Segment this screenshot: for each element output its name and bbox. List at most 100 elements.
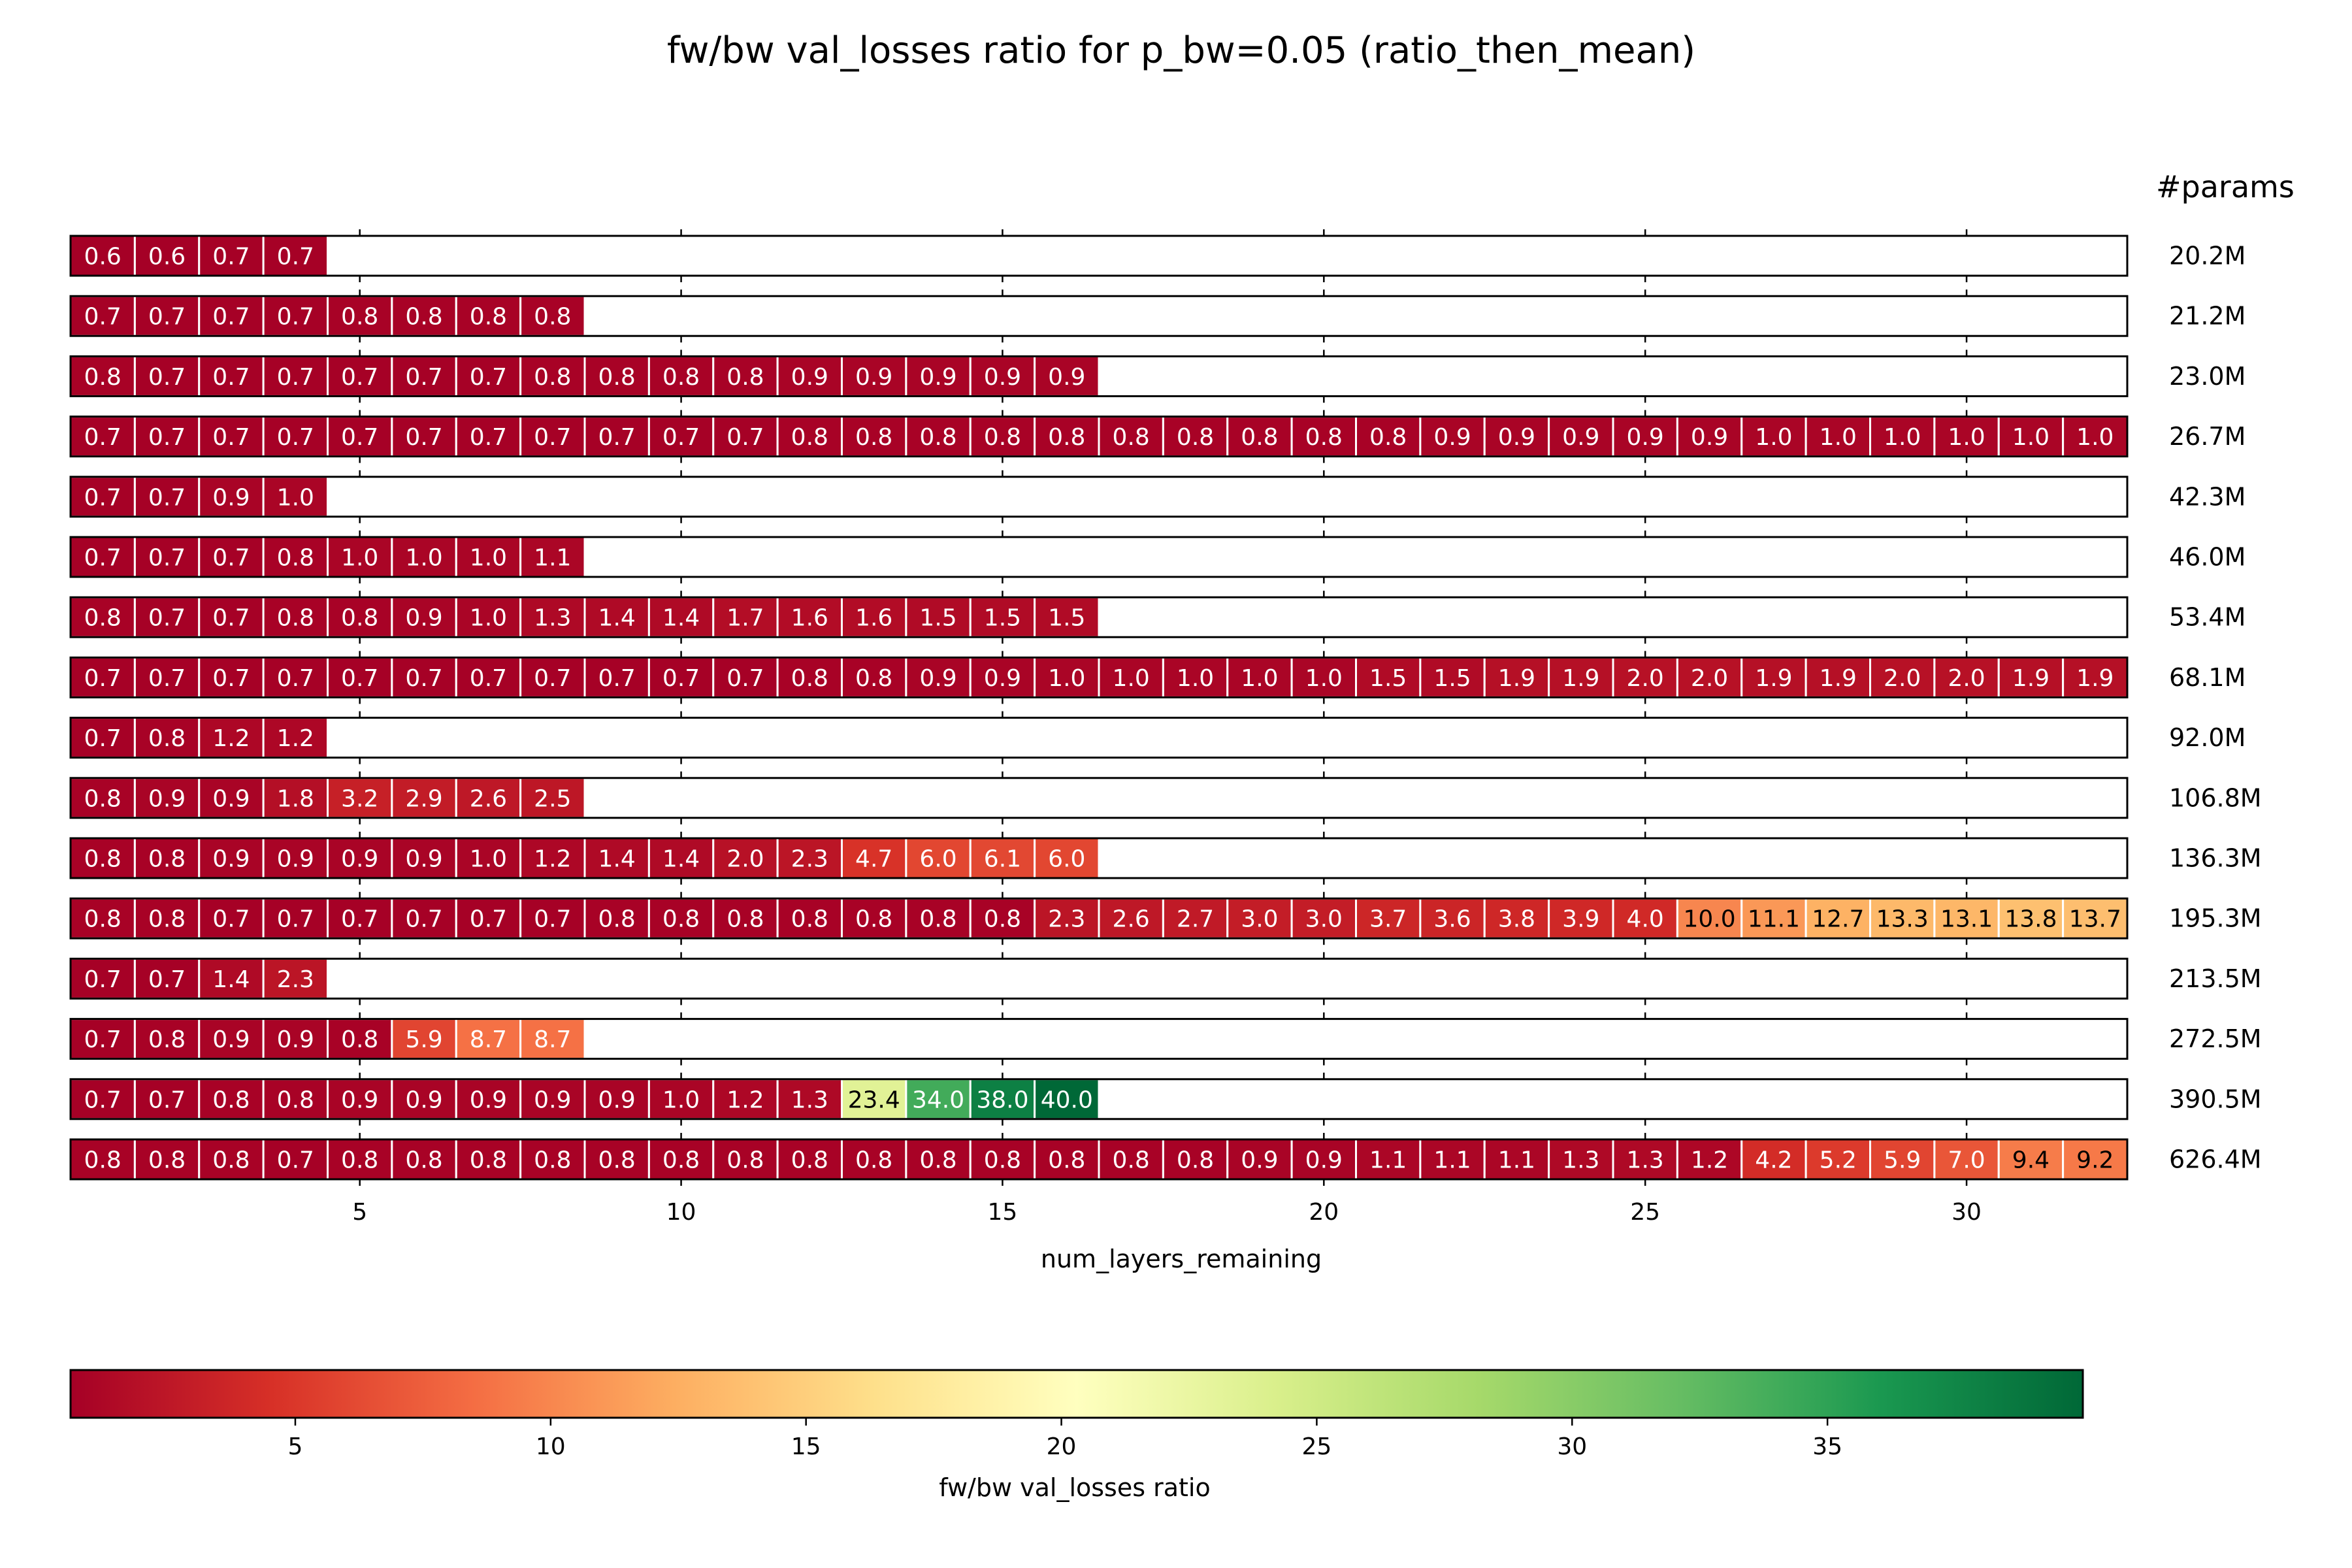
cell-value-label: 0.8 (84, 846, 122, 873)
heatmap-cell (133, 355, 201, 397)
row-params-label: 53.4M (2169, 603, 2246, 632)
x-tick-label: 5 (352, 1199, 367, 1226)
heatmap-cell (69, 536, 136, 578)
heatmap-row: 0.6 0.6 0.7 0.7 20.2M (69, 229, 2246, 282)
cell-value-label: 1.0 (1048, 665, 1085, 692)
row-params-label: 26.7M (2169, 422, 2246, 451)
heatmap-cell (1483, 416, 1550, 458)
cell-value-label: 0.9 (919, 364, 956, 391)
cell-value-label: 2.0 (1691, 665, 1728, 692)
heatmap-cell (327, 837, 393, 879)
heatmap-cell (455, 897, 522, 939)
cell-value-label: 2.6 (1113, 906, 1150, 933)
row-frame (69, 897, 2129, 939)
cell-value-label: 0.9 (212, 484, 250, 511)
cell-value-label: 8.7 (470, 1026, 507, 1053)
cell-value-label: 3.6 (1433, 906, 1471, 933)
heatmap-cell (776, 656, 843, 698)
heatmap-cell (262, 476, 329, 518)
cell-value-label: 0.7 (148, 424, 186, 451)
cell-value-label: 0.9 (919, 665, 956, 692)
cell-value-label: 0.7 (341, 424, 378, 451)
cell-value-label: 13.8 (2004, 906, 2057, 933)
row-frame (69, 1018, 2129, 1060)
row-frame (69, 235, 2129, 277)
row-params-label: 213.5M (2169, 964, 2262, 993)
cell-value-label: 0.8 (405, 1147, 442, 1174)
cell-value-label: 1.2 (727, 1086, 764, 1113)
cell-value-label: 2.0 (1948, 665, 1985, 692)
cell-value-label: 1.0 (1755, 424, 1792, 451)
cell-value-label: 0.8 (919, 906, 956, 933)
cell-value-label: 0.7 (84, 424, 122, 451)
colorbar: 5 10 15 20 25 30 35 (69, 1369, 2084, 1460)
heatmap-row: 0.7 0.7 1.4 2.3 213.5M (69, 952, 2262, 1005)
cell-value-label: 0.8 (855, 424, 892, 451)
heatmap-cell (69, 355, 136, 397)
cell-value-label: 0.9 (1691, 424, 1728, 451)
cell-value-label: 0.7 (84, 1026, 122, 1053)
cell-value-label: 1.0 (1177, 665, 1214, 692)
cell-value-label: 0.8 (855, 906, 892, 933)
cell-value-label: 0.8 (791, 906, 828, 933)
cell-value-label: 0.9 (277, 1026, 314, 1053)
heatmap-cell (969, 596, 1036, 638)
row-frame (69, 1078, 2129, 1120)
cell-value-label: 0.7 (84, 304, 122, 331)
cell-value-label: 0.8 (1305, 424, 1343, 451)
heatmap-cell (69, 656, 136, 698)
row-params-label: 390.5M (2169, 1085, 2262, 1113)
colorbar-tick-label: 10 (536, 1433, 566, 1460)
colorbar-tick-label: 20 (1047, 1433, 1077, 1460)
heatmap-cell (391, 295, 457, 337)
cell-value-label: 0.8 (791, 1147, 828, 1174)
cell-value-label: 0.8 (277, 605, 314, 632)
heatmap-cell (1869, 897, 1936, 939)
cell-value-label: 1.4 (598, 846, 636, 873)
cell-value-label: 0.7 (212, 244, 250, 270)
cell-value-label: 0.9 (341, 846, 378, 873)
cell-value-label: 0.8 (277, 1086, 314, 1113)
cell-value-label: 0.8 (148, 1147, 186, 1174)
cell-value-label: 0.9 (405, 605, 442, 632)
heatmap-row: 0.7 0.7 0.7 0.8 1.0 1.0 1.0 1.1 46.0M (69, 531, 2246, 583)
cell-value-label: 0.7 (212, 665, 250, 692)
params-header: #params (2156, 169, 2295, 204)
cell-value-label: 2.3 (1048, 906, 1085, 933)
cell-value-label: 1.5 (984, 605, 1021, 632)
cell-value-label: 1.0 (470, 605, 507, 632)
heatmap-row: 0.8 0.9 0.9 1.8 3.2 2.9 2.6 2.5 106.8M (69, 771, 2262, 825)
cell-value-label: 3.0 (1305, 906, 1343, 933)
cell-value-label: 0.9 (1305, 1147, 1343, 1174)
cell-value-label: 0.8 (148, 906, 186, 933)
cell-value-label: 3.7 (1369, 906, 1407, 933)
cell-value-label: 0.9 (855, 364, 892, 391)
heatmap-cell (841, 355, 907, 397)
heatmap-row: 0.8 0.7 0.7 0.8 0.8 0.9 1.0 1.3 1.4 1.4 1.7 1.6 1.6 1… (69, 591, 2246, 644)
cell-value-label: 3.2 (341, 785, 378, 812)
heatmap-cell (583, 656, 650, 698)
heatmap-cell (198, 596, 265, 638)
cell-value-label: 0.7 (212, 906, 250, 933)
cell-value-label: 0.8 (148, 1026, 186, 1053)
heatmap-row: 0.7 0.7 0.7 0.7 0.7 0.7 0.7 0.7 0.7 0.7 0.7 0.8 0.8 0… (69, 410, 2246, 463)
cell-value-label: 0.7 (277, 424, 314, 451)
row-params-label: 42.3M (2169, 482, 2246, 511)
heatmap-cell (1098, 416, 1164, 458)
cell-value-label: 0.7 (212, 304, 250, 331)
heatmap-cell (1933, 656, 2000, 698)
heatmap-cell (1098, 656, 1164, 698)
cell-value-label: 1.0 (1948, 424, 1985, 451)
cell-value-label: 0.7 (84, 545, 122, 572)
colorbar-tick-label: 25 (1302, 1433, 1332, 1460)
cell-value-label: 0.8 (919, 1147, 956, 1174)
heatmap-cell (905, 1078, 972, 1120)
heatmap-rows: 0.6 0.6 0.7 0.7 20.2M0.7 0.7 0.7 0.7 0.8 0.8 0.8 0.… (69, 229, 2262, 1186)
heatmap-cell (1162, 1138, 1229, 1181)
heatmap-cell (776, 416, 843, 458)
cell-value-label: 0.7 (212, 364, 250, 391)
heatmap-cell (391, 837, 457, 879)
x-tick-label: 15 (988, 1199, 1018, 1226)
cell-value-label: 6.0 (1048, 846, 1085, 873)
heatmap-cell (198, 1138, 265, 1181)
